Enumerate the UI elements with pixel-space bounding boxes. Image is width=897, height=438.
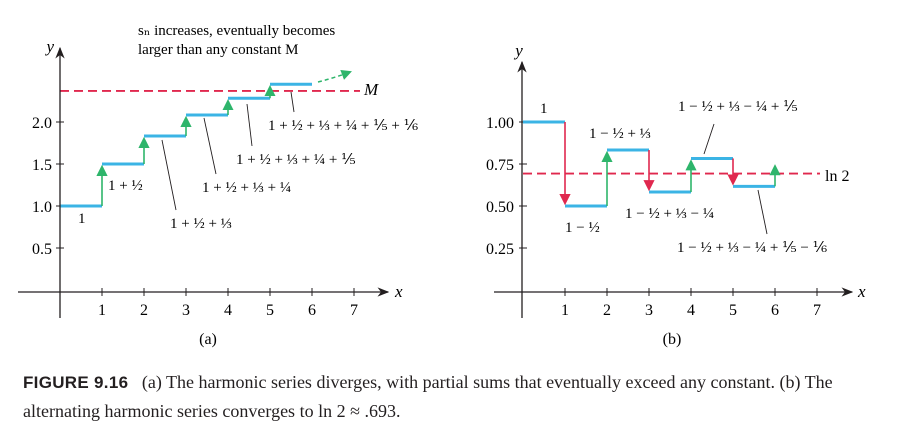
partial-sum-label: 1 − ½ + ⅓ − ¼ — [625, 206, 714, 222]
chart-b-xticks: 1 2 3 4 5 6 7 — [561, 302, 821, 319]
partial-sum-label: 1 + ½ — [108, 178, 143, 194]
chart-a-xticks: 1 2 3 4 5 6 7 — [98, 302, 358, 319]
y-tick-label: 2.0 — [32, 115, 52, 132]
partial-sum-label: 1 + ½ + ⅓ + ¼ — [202, 180, 291, 196]
x-tick-label: 6 — [308, 302, 316, 319]
y-tick-label: 0.5 — [32, 241, 52, 258]
x-tick-label: 6 — [771, 302, 779, 319]
y-tick-label: 0.75 — [486, 157, 514, 174]
chart-b: x y 1 2 3 4 5 6 7 0.25 0.50 0.75 1.00 ln… — [486, 41, 866, 348]
chart-b-ylabel: y — [513, 41, 523, 60]
partial-sum-label: 1 − ½ + ⅓ — [589, 126, 651, 142]
chart-a: x y 1 2 3 4 5 6 7 0.5 1.0 1.5 2.0 M sₙ i… — [18, 23, 419, 348]
chart-b-subtitle: (b) — [663, 331, 682, 348]
partial-sum-leader — [203, 117, 217, 175]
chart-b-marks — [519, 120, 820, 296]
x-tick-label: 5 — [266, 302, 274, 319]
partial-sum-label: 1 − ½ + ⅓ − ¼ + ⅕ — [678, 99, 798, 115]
x-tick-label: 1 — [98, 302, 106, 319]
figure-caption: FIGURE 9.16 (a) The harmonic series dive… — [23, 368, 883, 425]
x-tick-label: 4 — [224, 302, 232, 319]
chart-a-subtitle: (a) — [199, 331, 217, 348]
x-tick-label: 3 — [645, 302, 653, 319]
partial-sum-label: 1 − ½ + ⅓ − ¼ + ⅕ − ⅙ — [677, 240, 828, 256]
partial-sum-leader — [290, 91, 295, 113]
partial-sum-leader — [703, 123, 715, 155]
partial-sum-label: 1 + ½ + ⅓ + ¼ + ⅕ — [236, 152, 356, 168]
x-tick-label: 4 — [687, 302, 695, 319]
figure-label: FIGURE 9.16 — [23, 373, 129, 392]
partial-sum-leader — [246, 103, 253, 147]
x-tick-label: 1 — [561, 302, 569, 319]
partial-sum-leader — [161, 139, 177, 211]
y-tick-label: 1.00 — [486, 115, 514, 132]
x-tick-label: 7 — [813, 302, 821, 319]
figure-9-16: x y 1 2 3 4 5 6 7 0.5 1.0 1.5 2.0 M sₙ i… — [18, 23, 866, 348]
chart-a-ylabel: y — [44, 37, 54, 56]
chart-a-marks — [56, 82, 360, 296]
chart-a-xlabel: x — [394, 282, 403, 301]
chart-a-annotation-arrow — [317, 70, 352, 83]
chart-a-yticks: 0.5 1.0 1.5 2.0 — [32, 115, 52, 258]
x-tick-label: 7 — [350, 302, 358, 319]
y-tick-label: 0.25 — [486, 241, 514, 258]
chart-a-annotation-line1: sₙ increases, eventually becomes — [138, 23, 335, 39]
partial-sum-label: 1 − ½ — [565, 220, 600, 236]
y-tick-label: 1.5 — [32, 157, 52, 174]
partial-sum-label: 1 + ½ + ⅓ + ¼ + ⅕ + ⅙ — [268, 118, 419, 134]
chart-a-ref-label: M — [363, 80, 379, 99]
partial-sum-label: 1 — [78, 211, 86, 227]
chart-a-annotation-line2: larger than any constant M — [138, 42, 299, 58]
chart-b-xlabel: x — [857, 282, 866, 301]
y-tick-label: 0.50 — [486, 199, 514, 216]
chart-b-yticks: 0.25 0.50 0.75 1.00 — [486, 115, 514, 258]
x-tick-label: 3 — [182, 302, 190, 319]
x-tick-label: 5 — [729, 302, 737, 319]
y-tick-label: 1.0 — [32, 199, 52, 216]
caption-text: (a) The harmonic series diverges, with p… — [23, 372, 833, 421]
x-tick-label: 2 — [140, 302, 148, 319]
partial-sum-leader — [757, 189, 768, 235]
partial-sum-label: 1 — [540, 101, 548, 117]
partial-sum-label: 1 + ½ + ⅓ — [170, 216, 232, 232]
chart-b-ref-label: ln 2 — [825, 168, 849, 185]
x-tick-label: 2 — [603, 302, 611, 319]
